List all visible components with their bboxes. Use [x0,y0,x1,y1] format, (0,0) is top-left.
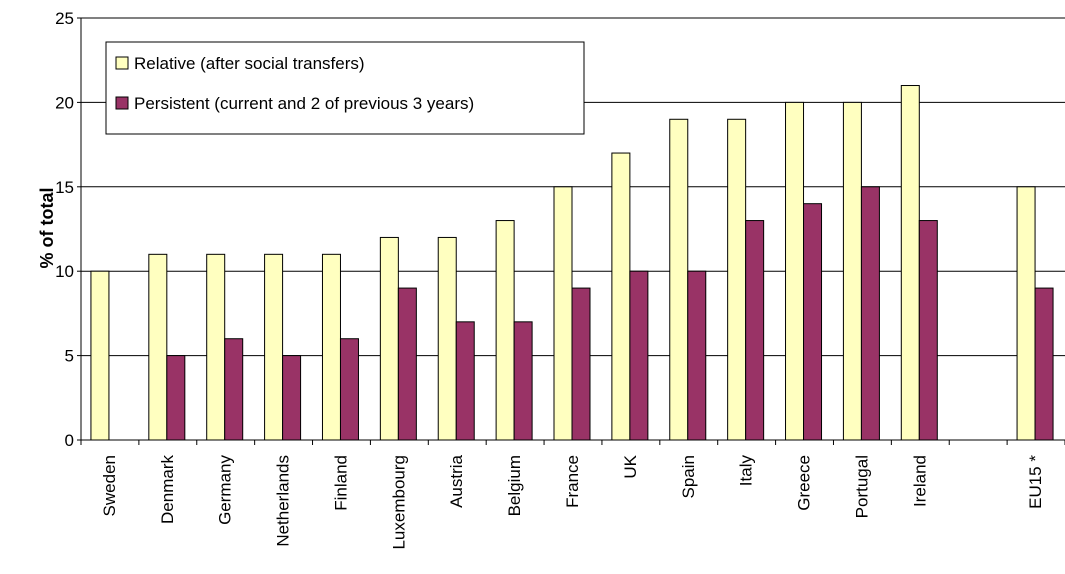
axes [77,17,1065,445]
bar-relative [553,186,573,441]
bar-relative [785,101,805,441]
x-tick-label: Ireland [910,455,929,507]
x-tick-label: EU15 * [1026,455,1045,509]
x-tick-label: Netherlands [274,455,293,547]
x-tick-label: Portugal [852,455,871,518]
y-axis-label: % of total [37,188,57,269]
bar-persistent [339,338,359,441]
bar-persistent [803,203,823,441]
bars [90,85,1054,441]
bar-relative [1016,186,1036,441]
bar-persistent [745,220,765,441]
y-tick-label: 0 [65,431,74,450]
bar-relative [727,118,747,441]
bar-persistent [166,355,186,441]
bar-persistent [1034,287,1054,441]
bar-persistent [687,270,707,441]
legend: Relative (after social transfers) Persist… [105,41,585,135]
y-tick-label: 10 [55,262,74,281]
bar-persistent [224,338,244,441]
bar-persistent [860,186,880,441]
legend-label: Relative (after social transfers) [134,54,365,73]
bar-relative [379,236,399,441]
y-tick-label: 20 [55,93,74,112]
bar-persistent [282,355,302,441]
x-tick-label: UK [621,454,640,478]
bar-persistent [571,287,591,441]
x-tick-label: Denmark [158,455,177,524]
x-tick-label: Italy [737,455,756,487]
x-tick-labels: Sweden Denmark Germany Netherlands Finland Lu… [100,454,1045,549]
bar-relative [842,101,862,441]
bar-persistent [629,270,649,441]
legend-swatch [115,96,129,110]
y-tick-label: 5 [65,347,74,366]
bar-relative [437,236,457,441]
bar-persistent [513,321,533,441]
bar-persistent [397,287,417,441]
x-tick-label: Belgium [505,455,524,516]
x-tick-label: Greece [795,455,814,511]
y-tick-label: 25 [55,9,74,28]
legend-swatch [115,56,129,70]
bar-relative [90,270,110,441]
x-tick-label: Luxembourg [389,455,408,550]
x-tick-label: Austria [447,454,466,507]
x-tick-label: Spain [679,455,698,498]
bar-relative [900,85,920,441]
legend-label: Persistent (current and 2 of previous 3 … [134,94,474,113]
x-tick-label: Sweden [100,455,119,516]
bar-persistent [455,321,475,441]
bar-relative [611,152,631,441]
x-tick-label: Germany [216,455,235,525]
y-tick-label: 15 [55,178,74,197]
x-tick-label: Finland [331,455,350,511]
y-tick-labels: 0 5 10 15 20 25 [55,9,74,450]
bar-relative [669,118,689,441]
legend-box [105,41,585,135]
bar-relative [206,253,226,441]
bar-persistent [918,220,938,441]
bar-relative [321,253,341,441]
bar-relative [148,253,168,441]
bar-relative [495,220,515,441]
bar-relative [264,253,284,441]
x-tick-label: France [563,455,582,508]
